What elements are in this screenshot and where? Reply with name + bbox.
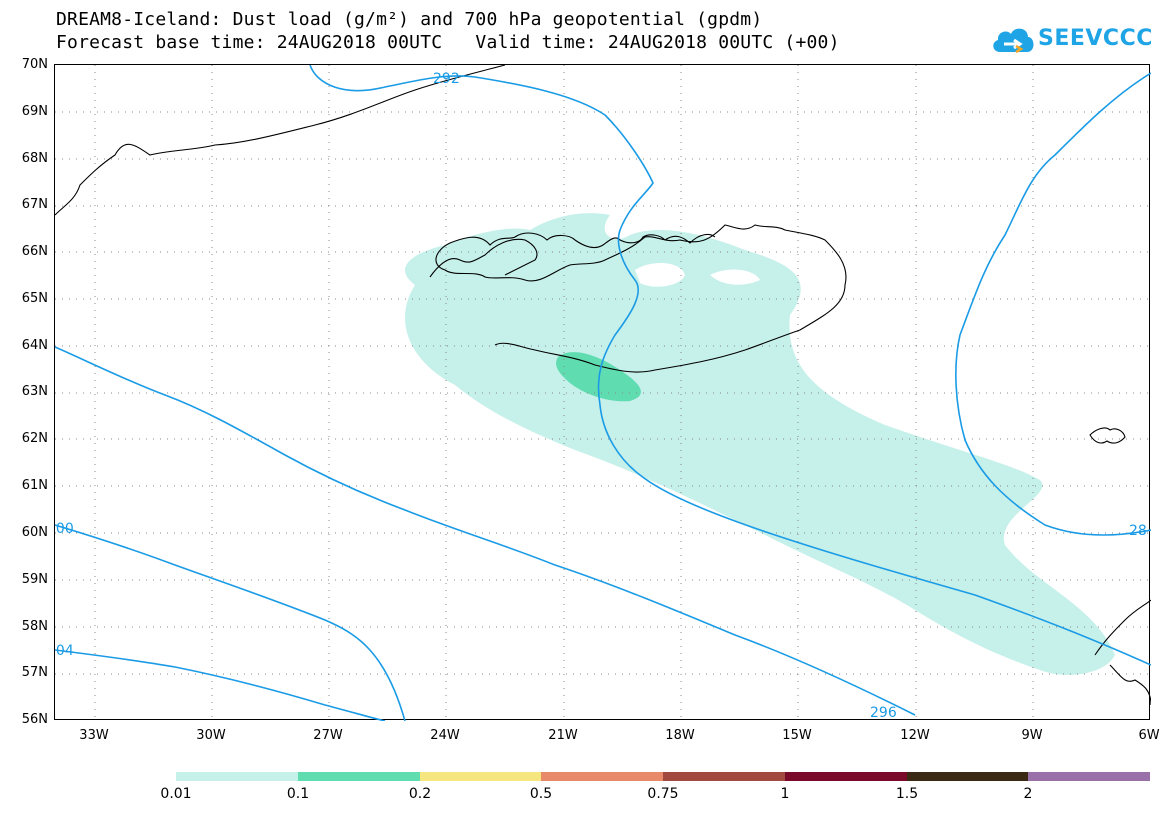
lon-label: 24W [430,728,460,743]
contour-label-group: 292 296 300 304 28 [55,71,1147,721]
cloud-logo-icon [993,28,1034,54]
colorbar-segment [541,772,663,781]
contour-292 [309,65,1151,666]
lon-label: 27W [313,728,343,743]
contour-label-304: 304 [55,643,74,659]
lat-label: 58N [21,619,48,634]
contour-label-292: 292 [433,71,460,87]
geopotential-contours [55,65,1151,721]
graticule [55,65,1151,721]
greenland-coast [55,65,506,216]
iceland-westfjords [429,238,538,278]
lon-label: 18W [665,728,695,743]
contour-304 [55,649,386,721]
colorbar-label: 0.1 [286,786,310,802]
plume-gap-north [635,263,685,287]
colorbar-segment [785,772,907,781]
map-canvas: 292 296 300 304 28 [55,65,1151,721]
colorbar-segment [176,772,298,781]
lat-label: 66N [21,244,48,259]
colorbar-segment [907,772,1028,781]
colorbar-segment [663,772,785,781]
colorbar-segment [1028,772,1150,781]
colorbar-segment [420,772,541,781]
contour-label-28: 28 [1129,523,1147,539]
faroe-islands [1089,427,1126,444]
lon-label: 9W [1021,728,1043,743]
lat-label: 56N [21,712,48,727]
lat-label: 61N [21,478,48,493]
lon-label: 30W [196,728,226,743]
scotland-coast [1094,599,1151,706]
forecast-time-line: Forecast base time: 24AUG2018 00UTC Vali… [56,32,840,53]
colorbar-label: 0.5 [529,786,553,802]
lat-label: 70N [21,57,48,72]
colorbar-label: 0.2 [408,786,432,802]
lat-label: 69N [21,104,48,119]
contour-28 [955,72,1151,536]
map-title: DREAM8-Iceland: Dust load (g/m²) and 700… [56,9,763,30]
contour-label-300: 300 [55,521,74,537]
coastlines [55,65,1151,706]
lon-label: 15W [782,728,812,743]
seevccc-logo: SEEVCCC [990,22,1160,58]
colorbar-label: 2 [1023,786,1033,802]
lat-label: 68N [21,151,48,166]
colorbar-label: 1.5 [895,786,919,802]
colorbar-label: 1 [780,786,790,802]
logo-text: SEEVCCC [1038,26,1153,51]
map-frame: 292 296 300 304 28 [54,64,1151,721]
lat-label: 57N [21,665,48,680]
contour-296 [55,346,916,716]
lat-label: 64N [21,338,48,353]
plume-gap-east [710,269,760,285]
lon-label: 21W [548,728,578,743]
lon-label: 12W [900,728,930,743]
lon-label: 6W [1138,728,1160,743]
contour-label-296: 296 [870,705,897,721]
contour-300 [55,524,406,721]
colorbar-label: 0.75 [647,786,679,802]
dust-plume-light [404,213,1115,675]
colorbar-segment [298,772,420,781]
iceland-coast [435,224,847,373]
lat-label: 62N [21,431,48,446]
lat-label: 65N [21,291,48,306]
lat-label: 67N [21,197,48,212]
lat-label: 59N [21,572,48,587]
lon-label: 33W [79,728,109,743]
lat-label: 63N [21,384,48,399]
lat-label: 60N [21,525,48,540]
colorbar-label: 0.01 [160,786,192,802]
